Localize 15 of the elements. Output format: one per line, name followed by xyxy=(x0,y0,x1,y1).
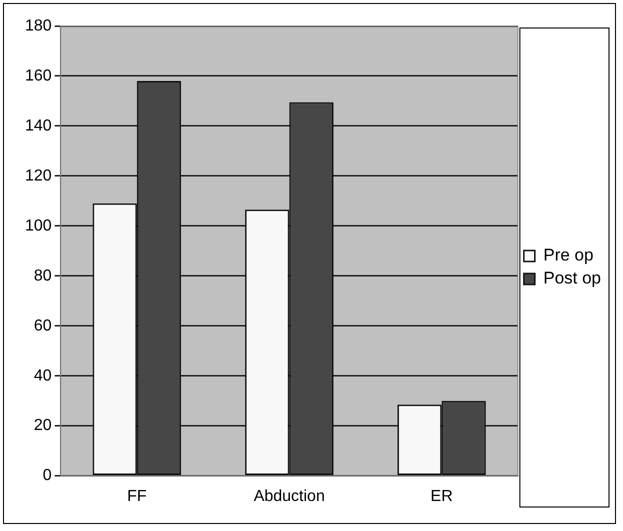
y-tick-label: 40 xyxy=(34,367,52,384)
y-tick-label: 100 xyxy=(24,217,52,234)
y-tick-label: 180 xyxy=(24,17,52,34)
y-tick-label: 0 xyxy=(42,467,52,484)
y-tick-label: 140 xyxy=(24,117,52,134)
y-tick-label: 160 xyxy=(24,67,52,84)
y-tick-label: 80 xyxy=(34,267,52,284)
y-tick-label: 120 xyxy=(24,167,52,184)
y-tick-label: 20 xyxy=(34,417,52,434)
legend-label: Post op xyxy=(543,268,602,288)
x-tick-label: Abduction xyxy=(254,488,325,505)
y-tick-label: 60 xyxy=(34,317,52,334)
legend-label: Pre op xyxy=(543,246,594,265)
x-tick-label: FF xyxy=(127,488,147,505)
x-tick-label: ER xyxy=(430,488,453,505)
